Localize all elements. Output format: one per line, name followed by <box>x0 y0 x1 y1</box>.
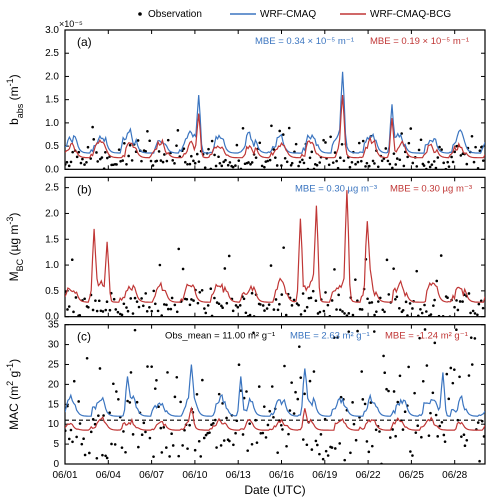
svg-text:(b): (b) <box>77 182 92 196</box>
svg-text:0: 0 <box>53 459 59 470</box>
svg-text:1.5: 1.5 <box>45 234 59 245</box>
ylabel-b: MBC (µg m-3) <box>5 213 25 282</box>
annotation-c-2: MBE = -1.24 m² g⁻¹ <box>385 331 468 342</box>
legend-observation: Observation <box>148 9 202 20</box>
svg-text:30: 30 <box>48 340 60 351</box>
svg-text:06/22: 06/22 <box>356 470 381 481</box>
svg-text:06/16: 06/16 <box>269 470 294 481</box>
legend-wrf-cmaq: WRF-CMAQ <box>260 9 316 20</box>
svg-text:06/28: 06/28 <box>442 470 467 481</box>
annotation-c-0: Obs_mean = 11.00 m² g⁻¹ <box>165 331 275 342</box>
svg-text:0.5: 0.5 <box>45 286 59 297</box>
svg-text:06/07: 06/07 <box>139 470 164 481</box>
svg-text:0.5: 0.5 <box>45 141 59 152</box>
svg-text:0.0: 0.0 <box>45 164 59 175</box>
svg-text:2.5: 2.5 <box>45 48 59 59</box>
svg-text:35: 35 <box>48 320 60 331</box>
chart-container: Observation WRF-CMAQ WRF-CMAQ-BCG 0.0 0.5 1.0… <box>0 0 500 504</box>
annotation-a-0: MBE = 0.34 × 10⁻⁵ m⁻¹ <box>255 36 354 47</box>
annotation-a-1: MBE = 0.19 × 10⁻⁵ m⁻¹ <box>370 36 469 47</box>
svg-text:06/25: 06/25 <box>399 470 424 481</box>
svg-text:06/10: 06/10 <box>182 470 207 481</box>
svg-text:06/13: 06/13 <box>226 470 251 481</box>
svg-text:(a): (a) <box>77 35 92 49</box>
svg-text:2.5: 2.5 <box>45 183 59 194</box>
svg-text:1.5: 1.5 <box>45 95 59 106</box>
xlabel: Date (UTC) <box>244 483 305 497</box>
svg-text:2.0: 2.0 <box>45 71 59 82</box>
svg-text:2.0: 2.0 <box>45 208 59 219</box>
annotation-b-0: MBE = 0.30 µg m⁻³ <box>295 183 377 194</box>
svg-text:06/19: 06/19 <box>312 470 337 481</box>
svg-text:10: 10 <box>48 419 60 430</box>
svg-text:1.0: 1.0 <box>45 260 59 271</box>
ylabel-c: MAC (m2 g-1) <box>5 359 21 430</box>
svg-text:25: 25 <box>48 359 60 370</box>
svg-text:×10⁻⁵: ×10⁻⁵ <box>59 19 83 29</box>
svg-text:15: 15 <box>48 399 60 410</box>
chart-svg: Observation WRF-CMAQ WRF-CMAQ-BCG 0.0 0.5 1.0… <box>0 0 500 504</box>
svg-text:5: 5 <box>53 439 59 450</box>
svg-text:06/01: 06/01 <box>52 470 77 481</box>
svg-text:1.0: 1.0 <box>45 118 59 129</box>
svg-text:3.0: 3.0 <box>45 25 59 36</box>
svg-text:(c): (c) <box>77 330 91 344</box>
annotation-c-1: MBE = 2.63 m² g⁻¹ <box>290 331 370 342</box>
svg-text:20: 20 <box>48 379 60 390</box>
svg-text:06/04: 06/04 <box>96 470 121 481</box>
legend-wrf-cmaq-bcg: WRF-CMAQ-BCG <box>370 9 451 20</box>
ylabel-a: babs (m-1) <box>5 74 25 125</box>
annotation-b-1: MBE = 0.30 µg m⁻³ <box>390 183 472 194</box>
